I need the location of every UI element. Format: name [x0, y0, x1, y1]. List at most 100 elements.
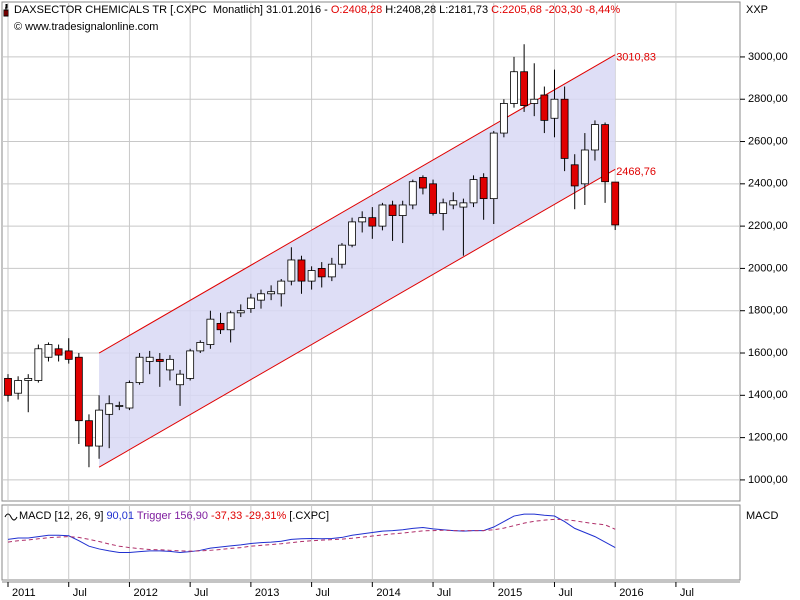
candle-body: [246, 297, 255, 310]
candle-body: [550, 98, 559, 119]
candle-body: [398, 204, 407, 216]
x-tick-label: 2012: [133, 587, 157, 599]
candle-body: [14, 380, 23, 394]
candle-body: [297, 259, 306, 282]
channel: 3010,83 2468,76: [98, 52, 656, 468]
candle-body: [24, 377, 33, 381]
y-tick-label: 3000,00: [748, 51, 788, 63]
x-tick-label: 2011: [12, 587, 36, 599]
candle-body: [358, 217, 367, 223]
candle-body: [408, 181, 417, 206]
candle-body: [226, 312, 235, 331]
x-tick-label: Jul: [437, 587, 451, 599]
channel-line: [98, 54, 616, 354]
candle-body: [4, 377, 12, 396]
candle-body: [469, 179, 478, 204]
macd: [7, 513, 616, 554]
chart-title: DAXSECTOR CHEMICALS TR [.CXPC Monatlich]…: [14, 4, 620, 16]
candle-body: [54, 348, 63, 356]
channel-label: 2468,76: [616, 166, 656, 178]
price-panel: [1, 1, 741, 502]
candle-body: [327, 263, 336, 278]
candle-body: [317, 268, 326, 278]
y-tick-label: 2800,00: [748, 93, 788, 105]
macd-legend: MACD [12, 26, 9] 90,01 Trigger 156,90 -3…: [19, 510, 329, 522]
macd-legend-part: -37,33 -29,31%: [208, 510, 286, 522]
y-tick-label: 1600,00: [748, 347, 788, 359]
candle-body: [611, 181, 620, 226]
macd-legend-part: MACD [12, 26, 9]: [19, 510, 106, 522]
candle-body: [580, 149, 589, 185]
macd-icon: [4, 513, 18, 521]
candle-body: [388, 204, 397, 216]
x-tick-label: Jul: [558, 587, 572, 599]
candle-body: [267, 291, 276, 295]
candle-body: [530, 98, 539, 104]
candle-body: [540, 94, 549, 121]
candle-body: [479, 177, 488, 200]
title-part: DAXSECTOR CHEMICALS TR [.CXPC Monatlich]…: [14, 4, 331, 16]
candle-body: [176, 373, 184, 386]
candle-body: [570, 164, 579, 187]
candle-body: [64, 350, 73, 360]
candle-body: [166, 358, 174, 371]
y-tick-label: 1800,00: [748, 305, 788, 317]
macd-line: [7, 513, 616, 554]
channel-line: [98, 168, 616, 468]
candle-body: [560, 98, 569, 159]
candle-body: [419, 177, 427, 189]
x-tick-label: Jul: [316, 587, 330, 599]
candle-body: [257, 293, 265, 301]
candle-body: [277, 280, 286, 295]
x-tick-label: 2014: [376, 587, 400, 599]
x-tick-label: 2013: [255, 587, 279, 599]
candle-body: [510, 71, 518, 104]
candle-body: [125, 382, 134, 409]
candle-body: [34, 348, 43, 381]
macd-legend-part: 90,01: [106, 510, 134, 522]
x-tick-label: Jul: [680, 587, 694, 599]
y-tick-label: 2000,00: [748, 262, 788, 274]
macd-panel: [1, 504, 741, 581]
candle-body: [115, 405, 124, 407]
candle-body: [135, 356, 144, 384]
title-icon: [3, 4, 9, 17]
candle-body: [439, 202, 448, 214]
macd-axis-label: MACD: [746, 510, 778, 522]
candle-body: [44, 344, 53, 358]
candle-body: [95, 409, 103, 447]
candle-body: [105, 403, 114, 415]
axis-label: XXP: [746, 4, 768, 16]
candle-body: [74, 356, 83, 422]
candle-body: [186, 350, 195, 379]
candle-body: [449, 200, 458, 206]
candle-body: [348, 221, 356, 246]
candle-body: [591, 124, 599, 151]
title-part: C:2205,68 -203,30 -8,44%: [491, 4, 620, 16]
x-tick-label: 2015: [498, 587, 522, 599]
candle-body: [601, 124, 609, 183]
macd-legend-part: Trigger 156,90: [134, 510, 208, 522]
grid: [2, 2, 745, 587]
candle-body: [216, 323, 225, 331]
y-tick-label: 1000,00: [748, 474, 788, 486]
candle-body: [307, 270, 316, 282]
candle-body: [85, 420, 93, 447]
y-tick-label: 2400,00: [748, 178, 788, 190]
candle-body: [520, 71, 529, 106]
channel-label: 3010,83: [616, 52, 656, 64]
candle-body: [338, 244, 346, 265]
candle-body: [499, 103, 508, 134]
x-tick-label: 2016: [619, 587, 643, 599]
title-part: O:2408,28: [331, 4, 382, 16]
candle-body: [206, 318, 215, 345]
candles: [4, 44, 620, 468]
subtitle: © www.tradesignalonline.com: [14, 21, 158, 33]
candle-body: [368, 217, 377, 227]
x-tick-label: Jul: [73, 587, 87, 599]
y-tick-label: 2600,00: [748, 135, 788, 147]
x-tick-label: Jul: [194, 587, 208, 599]
